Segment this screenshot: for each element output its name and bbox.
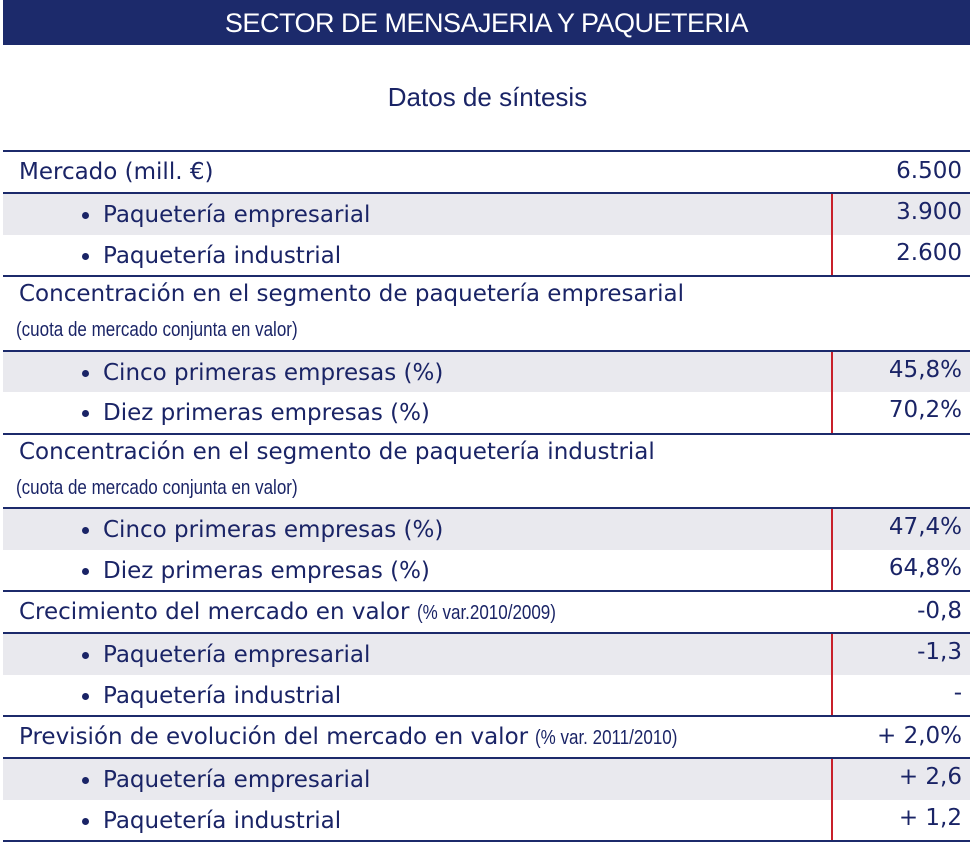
section-header: Concentración en el segmento de paqueter… xyxy=(3,435,970,509)
item-value: 64,8% xyxy=(888,554,962,581)
item-group: Paquetería empresarial -1,3 Paquetería ind… xyxy=(3,634,970,717)
item-label: Diez primeras empresas (%) xyxy=(103,557,430,584)
section-note: (% var.2010/2009) xyxy=(416,602,556,624)
section-value: + 2,0% xyxy=(876,723,962,749)
summary-table: Mercado (mill. €) 6.500 Paquetería empresa… xyxy=(3,150,970,842)
item-value: 45,8% xyxy=(888,356,962,383)
title-bar: SECTOR DE MENSAJERIA Y PAQUETERIA xyxy=(3,0,970,45)
section-label: Mercado (mill. €) xyxy=(19,159,213,185)
item-value: - xyxy=(953,679,962,706)
item-value: 2.600 xyxy=(896,239,962,266)
bullet xyxy=(82,410,89,417)
item-value: + 1,2 xyxy=(898,804,962,831)
item-value: -1,3 xyxy=(917,639,962,665)
item-row: Cinco primeras empresas (%) 45,8% xyxy=(3,351,970,392)
section-note: (% var. 2011/2010) xyxy=(535,727,678,749)
section-value: 6.500 xyxy=(896,158,962,184)
section-label: Concentración en el segmento de paqueter… xyxy=(19,281,684,307)
section-value: -0,8 xyxy=(917,598,962,624)
bullet xyxy=(82,369,89,377)
item-label: Paquetería empresarial xyxy=(103,202,371,228)
bullet xyxy=(82,692,89,700)
bullet xyxy=(82,777,89,784)
item-group: Paquetería empresarial 3.900 Paquetería in… xyxy=(3,194,970,277)
item-row: Diez primeras empresas (%) 64,8% xyxy=(3,550,970,591)
divider xyxy=(831,509,833,590)
section-header: Crecimiento del mercado en valor (% var.… xyxy=(3,592,970,634)
bullet xyxy=(82,567,89,575)
item-value: 70,2% xyxy=(888,397,962,423)
divider xyxy=(831,759,833,840)
item-group: Cinco primeras empresas (%) 47,4% Diez pri… xyxy=(3,509,970,592)
section-label-text: Concentración en el segmento de paqueter… xyxy=(19,281,684,307)
item-value: + 2,6 xyxy=(898,764,962,790)
bullet xyxy=(82,817,89,825)
item-label: Paquetería industrial xyxy=(103,682,342,709)
divider xyxy=(831,194,833,275)
divider xyxy=(831,351,833,433)
item-row: Diez primeras empresas (%) 70,2% xyxy=(3,392,970,433)
section-label-text: Concentración en el segmento de paqueter… xyxy=(19,438,655,465)
bullet xyxy=(82,652,89,659)
item-label: Cinco primeras empresas (%) xyxy=(103,517,444,543)
section-note: (cuota de mercado conjunta en valor) xyxy=(16,476,298,499)
item-row: Paquetería industrial + 1,2 xyxy=(3,800,970,841)
section-label: Previsión de evolución del mercado en va… xyxy=(19,724,703,750)
section-note: (cuota de mercado conjunta en valor) xyxy=(16,319,298,341)
item-row: Paquetería empresarial -1,3 xyxy=(3,634,970,675)
section-label: Crecimiento del mercado en valor (% var.… xyxy=(19,599,580,625)
item-label: Paquetería industrial xyxy=(103,242,342,269)
item-row: Paquetería industrial - xyxy=(3,675,970,716)
item-label: Paquetería empresarial xyxy=(103,642,371,668)
bullet xyxy=(82,252,89,260)
item-value: 3.900 xyxy=(896,199,962,225)
item-row: Paquetería empresarial + 2,6 xyxy=(3,759,970,800)
section-label-text: Mercado (mill. €) xyxy=(19,159,214,185)
item-row: Paquetería industrial 2.600 xyxy=(3,235,970,276)
section-header: Mercado (mill. €) 6.500 xyxy=(3,152,970,194)
item-group: Cinco primeras empresas (%) 45,8% Diez pri… xyxy=(3,351,970,435)
bullet xyxy=(82,212,89,219)
item-group: Paquetería empresarial + 2,6 Paquetería in… xyxy=(3,759,970,842)
divider xyxy=(831,634,833,715)
item-label: Paquetería industrial xyxy=(103,807,342,834)
section-label-text: Crecimiento del mercado en valor xyxy=(19,599,410,625)
item-label: Diez primeras empresas (%) xyxy=(103,400,430,426)
item-row: Cinco primeras empresas (%) 47,4% xyxy=(3,509,970,550)
item-value: 47,4% xyxy=(888,514,962,540)
subtitle: Datos de síntesis xyxy=(387,82,588,112)
section-header: Concentración en el segmento de paqueter… xyxy=(3,277,970,352)
item-label: Paquetería empresarial xyxy=(103,767,371,793)
item-row: Paquetería empresarial 3.900 xyxy=(3,194,970,235)
section-label-text: Previsión de evolución del mercado en va… xyxy=(19,724,529,750)
section-header: Previsión de evolución del mercado en va… xyxy=(3,717,970,759)
item-label: Cinco primeras empresas (%) xyxy=(103,359,444,386)
section-label: Concentración en el segmento de paqueter… xyxy=(19,439,655,465)
bullet xyxy=(82,527,89,534)
